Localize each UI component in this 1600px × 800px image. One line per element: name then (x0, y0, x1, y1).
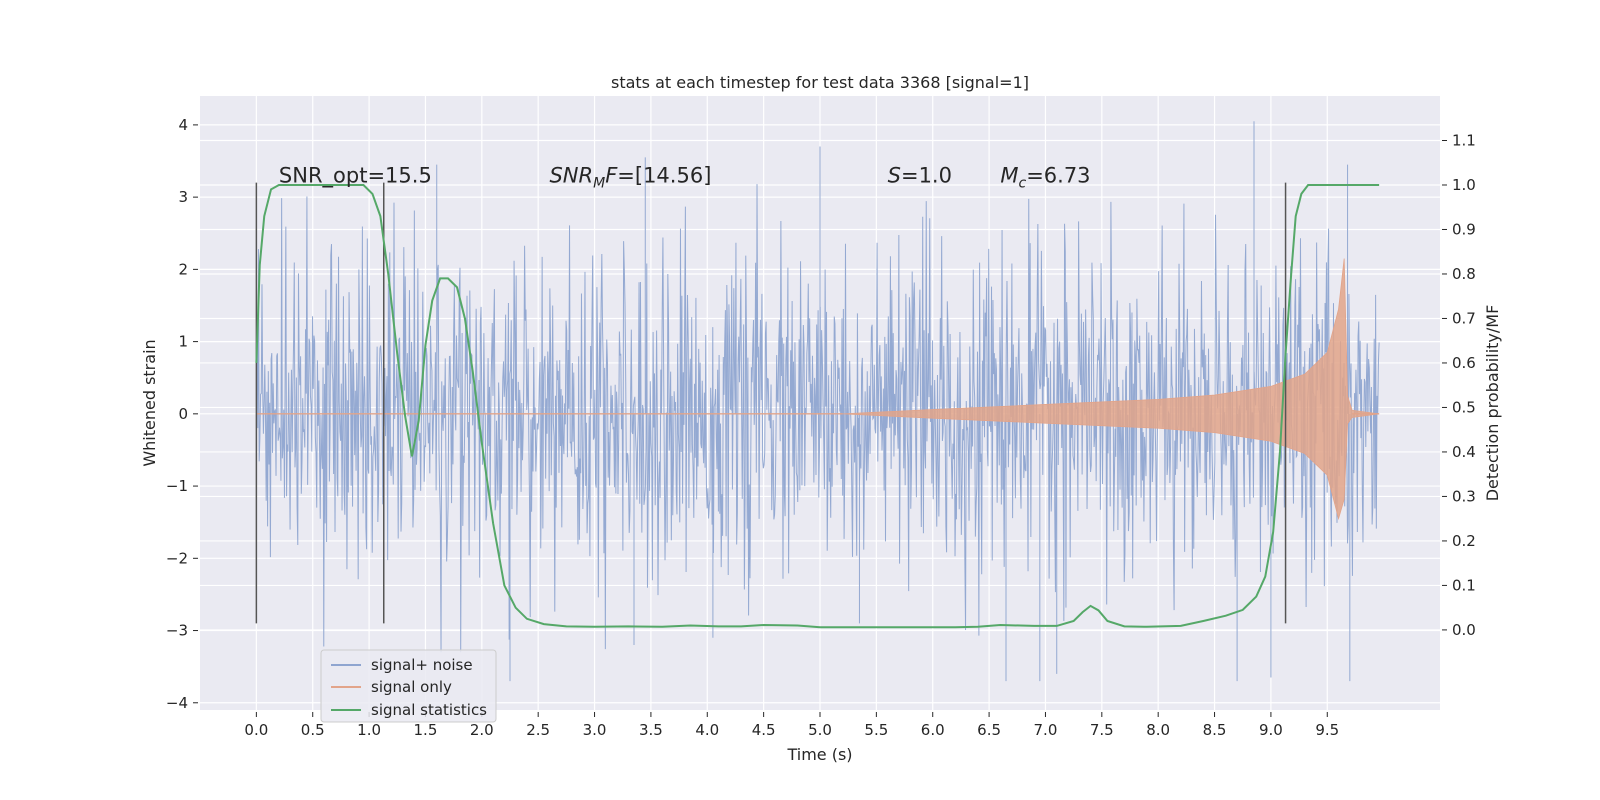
vertical-markers (255, 182, 1287, 624)
y-tick-label: 3 (178, 188, 188, 206)
series-signal-only (256, 258, 1380, 521)
signal-only-chirp (842, 258, 1380, 521)
y2-tick-label: 1.1 (1452, 131, 1476, 149)
y2-tick-label: 1.0 (1452, 176, 1476, 194)
x-tick-label: 1.0 (357, 721, 381, 739)
y2-tick-label: 0.6 (1452, 354, 1476, 372)
y2-tick-label: 0.2 (1452, 532, 1476, 550)
legend-label-signal-statistics: signal statistics (371, 701, 487, 719)
y2-tick-label: 0.1 (1452, 576, 1476, 594)
x-tick-label: 3.5 (639, 721, 663, 739)
signal-statistics-line (255, 183, 1380, 629)
y-tick-label: −3 (166, 622, 188, 640)
y-tick-label: 2 (178, 260, 188, 278)
annotation-mc-val: Mc=6.73 (1000, 164, 1090, 192)
x-tick-label: 5.0 (808, 721, 832, 739)
annotation-snr-mf: SNRMF=[14.56] (549, 164, 711, 192)
y2-tick-label: 0.4 (1452, 443, 1476, 461)
y-tick-label: 0 (178, 405, 188, 423)
x-tick-label: 8.0 (1146, 721, 1170, 739)
annotation-s-val: S=1.0 (888, 164, 952, 188)
x-tick-label: 1.5 (414, 721, 438, 739)
x-tick-label: 3.0 (583, 721, 607, 739)
x-tick-label: 0.5 (301, 721, 325, 739)
annotations: SNR_opt=15.5 SNRMF=[14.56] S=1.0 Mc=6.73 (279, 164, 1091, 192)
y2-axis-ticks: 0.0 0.1 0.2 0.3 0.4 0.5 0.6 0.7 0.8 0.9 1.0 1.1 (1442, 131, 1476, 639)
chart-title: stats at each timestep for test data 336… (611, 73, 1029, 92)
y2-axis-label: Detection probability/MF (1483, 305, 1502, 502)
y-tick-label: −2 (166, 549, 188, 567)
x-tick-label: 0.0 (244, 721, 268, 739)
x-tick-label: 2.0 (470, 721, 494, 739)
x-tick-label: 9.0 (1259, 721, 1283, 739)
legend-label-signal-noise: signal+ noise (371, 656, 473, 674)
x-tick-label: 5.5 (864, 721, 888, 739)
annotation-snr-opt: SNR_opt=15.5 (279, 164, 432, 189)
x-axis-label: Time (s) (786, 745, 852, 764)
y2-tick-label: 0.0 (1452, 621, 1476, 639)
y2-tick-label: 0.5 (1452, 398, 1476, 416)
x-tick-label: 4.5 (752, 721, 776, 739)
x-tick-label: 7.5 (1090, 721, 1114, 739)
y2-tick-label: 0.3 (1452, 487, 1476, 505)
legend-label-signal-only: signal only (371, 678, 452, 696)
legend-box (320, 649, 497, 723)
legend: signal+ noise signal only signal statist… (320, 649, 497, 723)
y-tick-label: −4 (166, 694, 188, 712)
y-axis-label: Whitened strain (140, 339, 159, 466)
x-tick-label: 8.5 (1203, 721, 1227, 739)
y-tick-label: 4 (178, 116, 188, 134)
y-axis-ticks: −4 −3 −2 −1 0 1 2 3 4 (166, 116, 198, 712)
x-tick-label: 4.0 (695, 721, 719, 739)
y2-tick-label: 0.8 (1452, 265, 1476, 283)
x-tick-label: 6.5 (977, 721, 1001, 739)
y-tick-label: 1 (178, 333, 188, 351)
y2-tick-label: 0.9 (1452, 220, 1476, 238)
x-tick-label: 2.5 (526, 721, 550, 739)
x-axis-ticks: 0.0 0.5 1.0 1.5 2.0 2.5 3.0 3.5 4.0 4.5 5.0 5.5 6.0 6… (244, 712, 1339, 739)
x-tick-label: 7.0 (1034, 721, 1058, 739)
series-signal-statistics (255, 183, 1380, 629)
y2-tick-label: 0.7 (1452, 309, 1476, 327)
x-tick-label: 6.0 (921, 721, 945, 739)
y-tick-label: −1 (166, 477, 188, 495)
x-tick-label: 9.5 (1315, 721, 1339, 739)
